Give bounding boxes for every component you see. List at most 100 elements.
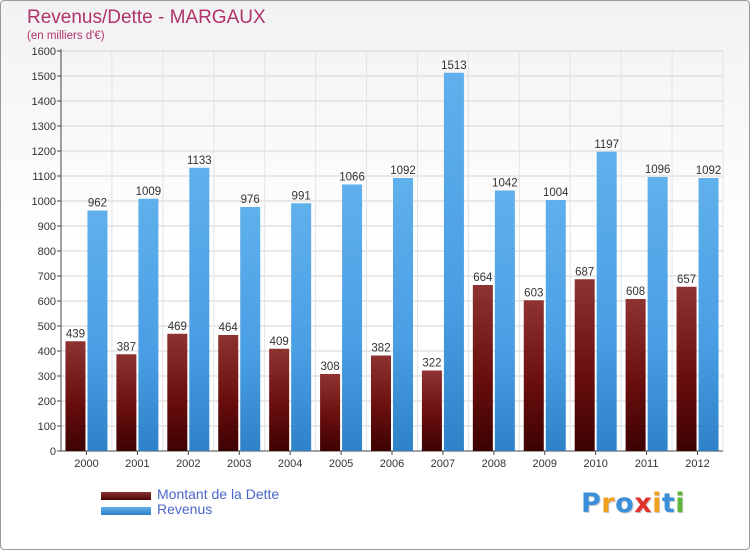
- data-label: 1066: [339, 172, 365, 184]
- bar-revenus: [240, 207, 261, 451]
- legend-label-debt: Montant de la Dette: [157, 486, 280, 502]
- data-label: 991: [292, 190, 311, 202]
- bar-revenus: [443, 72, 464, 451]
- data-label: 1133: [187, 155, 212, 167]
- bar-revenus: [596, 151, 617, 451]
- data-label: 687: [575, 266, 594, 278]
- y-tick-label: 1000: [32, 196, 56, 208]
- bar-dette: [320, 374, 341, 451]
- chart-subtitle: (en milliers d'€): [27, 30, 105, 42]
- bar-revenus: [138, 198, 159, 451]
- x-tick-label: 2012: [685, 458, 709, 470]
- x-tick-label: 2002: [176, 458, 200, 470]
- x-tick-label: 2004: [278, 458, 302, 470]
- logo-letter: t: [661, 488, 676, 519]
- bar-dette: [218, 335, 239, 451]
- data-label: 382: [371, 343, 390, 355]
- bar-dette: [574, 279, 595, 451]
- data-label: 1009: [136, 186, 162, 198]
- y-tick-label: 1400: [32, 96, 56, 108]
- logo-letter: x: [634, 488, 653, 519]
- bar-revenus: [494, 190, 515, 451]
- y-tick-label: 900: [38, 221, 56, 233]
- y-tick-label: 800: [38, 246, 56, 258]
- y-tick-label: 1500: [32, 71, 56, 83]
- x-tick-label: 2010: [583, 458, 607, 470]
- logo-letter: r: [601, 488, 616, 519]
- y-tick-label: 1100: [32, 171, 56, 183]
- data-label: 322: [422, 358, 441, 370]
- data-label: 962: [88, 198, 107, 210]
- data-label: 1513: [441, 60, 467, 72]
- bars: [65, 72, 719, 451]
- x-tick-label: 2006: [380, 458, 404, 470]
- x-tick-label: 2000: [74, 458, 98, 470]
- y-tick-label: 600: [38, 296, 56, 308]
- y-tick-label: 100: [38, 421, 56, 433]
- bar-revenus: [647, 177, 668, 451]
- bar-revenus: [393, 178, 413, 451]
- data-label: 1096: [645, 164, 671, 176]
- axes: 0 100 200 300 400 500 600 700 800 900 1000 1100 1200…: [32, 46, 723, 470]
- logo-letter: i: [652, 488, 662, 519]
- logo-letter: P: [581, 488, 602, 519]
- data-label: 409: [270, 336, 289, 348]
- data-label: 1004: [543, 187, 569, 199]
- data-label: 664: [473, 272, 493, 284]
- x-tick-label: 2005: [329, 458, 353, 470]
- bar-dette: [167, 333, 188, 451]
- x-tick-label: 2008: [482, 458, 506, 470]
- bar-revenus: [87, 210, 108, 451]
- bar-dette: [676, 286, 697, 451]
- legend-label-revenus: Revenus: [157, 501, 213, 517]
- bar-revenus: [342, 184, 363, 451]
- y-tick-label: 1600: [32, 46, 56, 58]
- x-tick-label: 2011: [635, 458, 659, 470]
- data-label: 308: [320, 361, 339, 373]
- bar-revenus: [189, 167, 210, 451]
- y-tick-label: 0: [50, 446, 56, 458]
- proxiti-logo: Proxiti: [581, 488, 685, 519]
- data-label: 1092: [390, 165, 416, 177]
- bar-revenus: [698, 178, 719, 451]
- grid-lines: [60, 50, 724, 452]
- bar-dette: [421, 370, 442, 451]
- y-tick-label: 1300: [32, 121, 56, 133]
- bar-revenus: [545, 200, 566, 451]
- data-label: 464: [219, 322, 239, 334]
- bar-dette: [472, 285, 493, 451]
- x-tick-label: 2007: [431, 458, 455, 470]
- bar-dette: [116, 354, 137, 451]
- data-label: 1092: [696, 165, 722, 177]
- y-tick-label: 400: [38, 346, 56, 358]
- y-tick-label: 1200: [32, 146, 56, 158]
- data-labels: 439 387 469 464 409 308 382 322 664 603 687 608 657 9…: [66, 60, 721, 373]
- data-label: 439: [66, 328, 85, 340]
- data-label: 603: [524, 287, 543, 299]
- legend-swatch-revenus: [101, 507, 151, 515]
- y-tick-label: 300: [38, 371, 56, 383]
- x-tick-label: 2009: [533, 458, 557, 470]
- bar-dette: [371, 355, 391, 451]
- chart-title: Revenus/Dette - MARGAUX: [27, 7, 266, 28]
- bar-dette: [269, 348, 290, 451]
- data-label: 387: [117, 341, 136, 353]
- y-tick-label: 200: [38, 396, 56, 408]
- logo-letter: o: [615, 488, 635, 519]
- data-label: 469: [168, 321, 187, 333]
- data-label: 657: [677, 274, 696, 286]
- bar-revenus: [291, 203, 312, 451]
- logo-letter: i: [675, 488, 686, 519]
- bar-dette: [523, 300, 544, 451]
- data-label: 1042: [492, 178, 518, 190]
- data-label: 976: [241, 194, 260, 206]
- x-tick-label: 2001: [125, 458, 149, 470]
- y-tick-label: 500: [38, 321, 56, 333]
- bar-dette: [65, 341, 86, 451]
- bar-dette: [625, 299, 646, 451]
- x-tick-label: 2003: [227, 458, 251, 470]
- legend-swatch-debt: [101, 492, 151, 500]
- y-tick-label: 700: [38, 271, 56, 283]
